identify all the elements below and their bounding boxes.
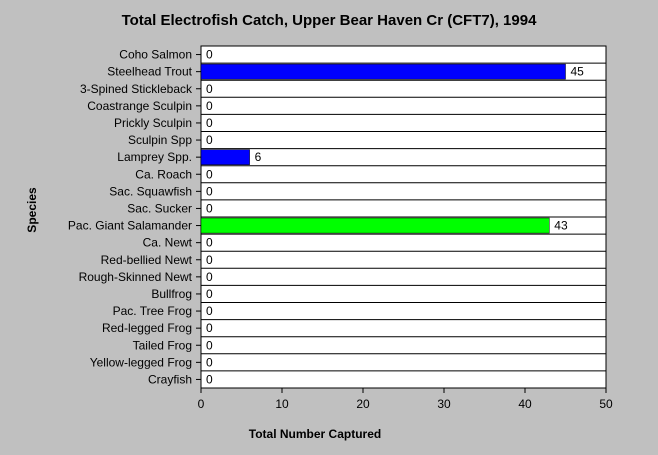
value-label: 0 (206, 99, 213, 113)
value-label: 43 (554, 219, 568, 233)
value-label: 0 (206, 201, 213, 215)
bar (200, 63, 566, 80)
value-label: 0 (206, 253, 213, 267)
value-label: 0 (206, 48, 213, 62)
x-tick-label: 0 (198, 397, 205, 411)
category-label: Sculpin Spp (128, 133, 192, 147)
x-tick-label: 50 (599, 397, 613, 411)
x-tick-label: 20 (356, 397, 370, 411)
category-label: Steelhead Trout (107, 65, 192, 79)
category-labels: Coho Salmon Steelhead Trout 3-Spined Stick… (68, 48, 201, 386)
value-label: 0 (206, 372, 213, 386)
category-label: Ca. Newt (143, 236, 193, 250)
category-label: Prickly Sculpin (114, 116, 192, 130)
category-label: Tailed Frog (133, 338, 192, 352)
category-label: Ca. Roach (135, 167, 192, 181)
category-label: Pac. Giant Salamander (68, 219, 192, 233)
category-label: Crayfish (148, 372, 192, 386)
value-label: 0 (206, 116, 213, 130)
value-label: 0 (206, 321, 213, 335)
value-labels: 0 45 0 0 0 0 6 0 0 0 43 0 0 0 0 0 0 0 0 0 (206, 48, 584, 387)
value-label: 6 (255, 150, 262, 164)
category-label: Pac. Tree Frog (113, 304, 192, 318)
bar (200, 217, 550, 234)
value-label: 0 (206, 133, 213, 147)
category-label: Lamprey Spp. (117, 150, 192, 164)
value-label: 0 (206, 236, 213, 250)
category-label: 3-Spined Stickleback (80, 82, 193, 96)
value-label: 0 (206, 355, 213, 369)
category-label: Red-legged Frog (102, 321, 192, 335)
value-label: 0 (206, 167, 213, 181)
value-label: 0 (206, 184, 213, 198)
category-label: Coastrange Sculpin (87, 99, 192, 113)
x-axis-title: Total Number Captured (249, 427, 381, 441)
category-label: Yellow-legged Frog (90, 355, 192, 369)
value-label: 45 (571, 65, 585, 79)
category-label: Rough-Skinned Newt (79, 270, 193, 284)
x-tick-label: 10 (275, 397, 289, 411)
chart-title: Total Electrofish Catch, Upper Bear Have… (121, 12, 537, 29)
value-label: 0 (206, 82, 213, 96)
value-label: 0 (206, 338, 213, 352)
y-axis-title: Species (25, 187, 39, 233)
x-tick-label: 40 (518, 397, 532, 411)
grid-lines (201, 62, 606, 372)
bars (200, 63, 566, 234)
category-label: Bullfrog (151, 287, 192, 301)
value-label: 0 (206, 270, 213, 284)
value-label: 0 (206, 287, 213, 301)
x-tick-label: 30 (437, 397, 451, 411)
x-axis-ticks: 0 10 20 30 40 50 (198, 388, 613, 411)
value-label: 0 (206, 304, 213, 318)
category-label: Sac. Squawfish (109, 184, 192, 198)
category-label: Sac. Sucker (127, 201, 192, 215)
category-label: Coho Salmon (119, 48, 192, 62)
category-label: Red-bellied Newt (101, 253, 193, 267)
bar (200, 149, 250, 165)
